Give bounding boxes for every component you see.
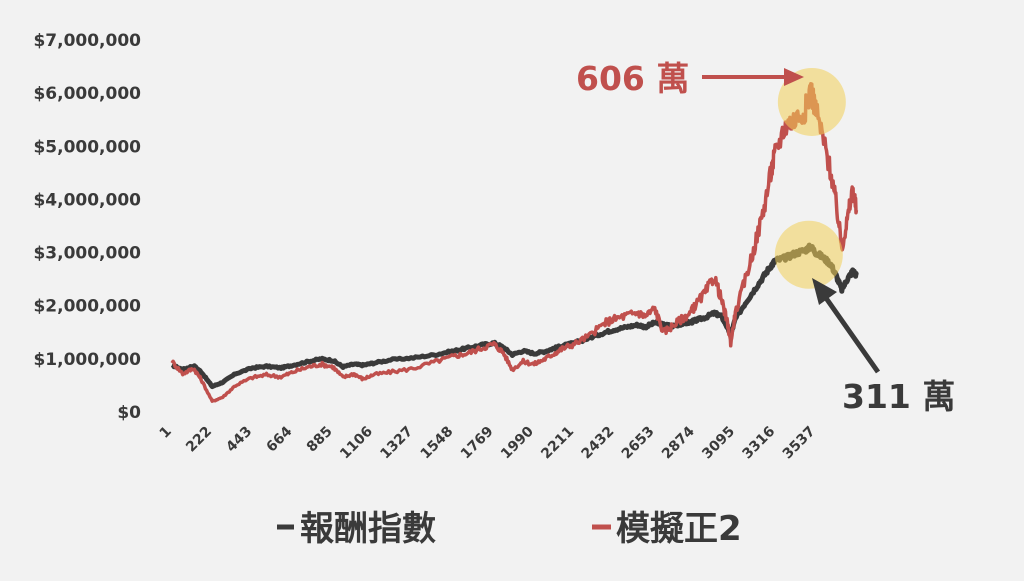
x-tick-label-2653: 2653	[619, 424, 658, 463]
y-tick-label-0: $0	[117, 403, 141, 423]
x-axis: 1 222 443 664 885 1106 1327 1548 1769 1990 2211 243…	[157, 423, 819, 462]
x-tick-label-222: 222	[183, 424, 215, 456]
x-tick-label-1106: 1106	[337, 424, 376, 463]
legend-item-simulated-2x: 模擬正2	[592, 509, 742, 549]
highlight-circle-peak-black	[774, 220, 843, 289]
x-tick-label-2874: 2874	[659, 423, 698, 462]
x-tick-label-2432: 2432	[579, 424, 618, 463]
annotation-arrowhead-black	[812, 278, 837, 305]
x-tick-label-885: 885	[304, 424, 336, 456]
legend: 報酬指數 模擬正2	[277, 509, 742, 549]
y-tick-label-7: $7,000,000	[33, 31, 141, 51]
y-tick-label-5: $5,000,000	[33, 137, 141, 157]
x-tick-label-1769: 1769	[458, 424, 497, 463]
annotation-label-red: 606 萬	[576, 59, 689, 98]
y-tick-label-3: $3,000,000	[33, 244, 141, 264]
series-simulated-2x-line	[170, 81, 859, 403]
legend-label-simulated-2x: 模擬正2	[616, 509, 742, 549]
y-tick-label-6: $6,000,000	[33, 84, 141, 104]
y-tick-label-1: $1,000,000	[33, 350, 141, 370]
x-tick-label-2211: 2211	[538, 424, 577, 463]
y-tick-label-4: $4,000,000	[33, 190, 141, 210]
annotation-arrowhead-red	[784, 68, 804, 86]
highlight-circle-peak-red	[777, 67, 846, 136]
x-tick-label-443: 443	[223, 424, 255, 456]
x-tick-label-3316: 3316	[739, 424, 778, 463]
series-return-index-line	[170, 242, 859, 390]
series-lines	[170, 81, 859, 403]
x-tick-label-664: 664	[264, 423, 296, 455]
annotation-label-black: 311 萬	[842, 377, 955, 416]
annotation-arrow-black	[823, 296, 881, 374]
y-axis: $0 $1,000,000 $2,000,000 $3,000,000 $4,000,0…	[33, 31, 141, 423]
x-tick-label-1548: 1548	[418, 424, 457, 463]
x-tick-label-1990: 1990	[498, 423, 537, 462]
legend-label-return-index: 報酬指數	[300, 509, 436, 549]
x-tick-label-3537: 3537	[780, 424, 819, 463]
x-tick-label-3095: 3095	[699, 424, 738, 463]
annotations: 606 萬 311 萬	[576, 59, 955, 416]
x-tick-label-1: 1	[157, 424, 175, 442]
legend-item-return-index: 報酬指數	[277, 509, 436, 549]
x-tick-label-1327: 1327	[377, 424, 416, 463]
y-tick-label-2: $2,000,000	[33, 297, 141, 317]
